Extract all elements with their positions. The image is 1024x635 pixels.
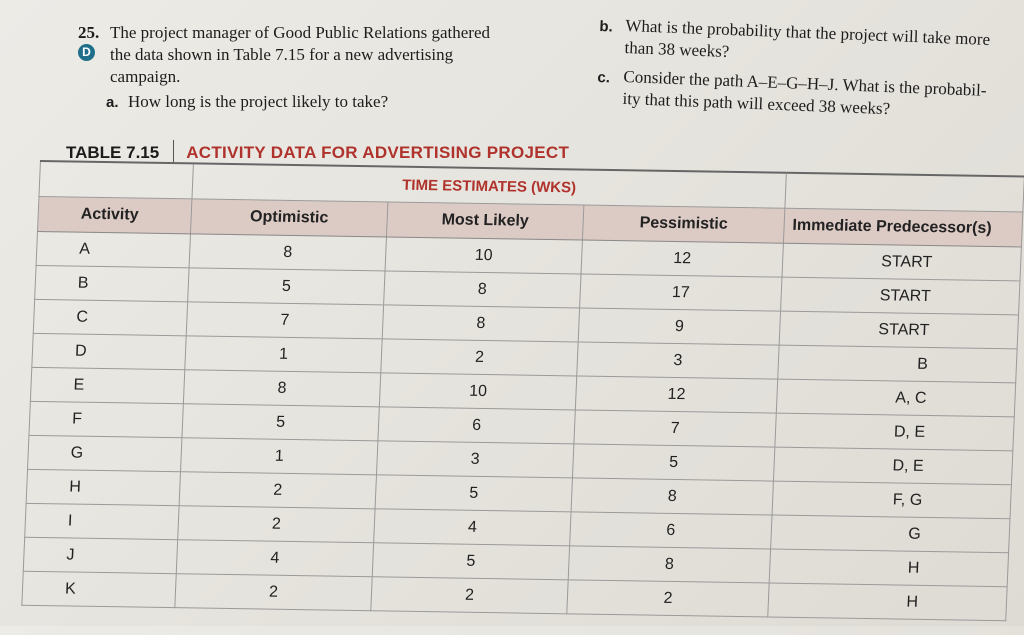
table-caption: TABLE 7.15 ACTIVITY DATA FOR ADVERTISING …: [66, 140, 569, 164]
cell-predecessors: START: [781, 243, 1022, 281]
cell-pessimistic: 5: [572, 443, 775, 482]
cell-activity: B: [34, 265, 190, 302]
cell-most-likely: 6: [377, 406, 576, 444]
cell-most-likely: 10: [385, 236, 583, 275]
cell-activity: I: [24, 503, 180, 540]
part-b-label: b.: [599, 17, 614, 36]
cell-most-likely: 8: [382, 304, 580, 342]
group-header-spacer: [38, 161, 194, 199]
cell-optimistic: 4: [176, 539, 374, 577]
cell-optimistic: 1: [180, 437, 378, 475]
cell-pessimistic: 12: [581, 240, 784, 278]
group-header-spacer-right: [784, 172, 1024, 212]
cell-predecessors: F, G: [772, 481, 1012, 519]
table-number: TABLE 7.15: [66, 143, 160, 162]
problem-line-3: campaign.: [110, 67, 181, 86]
cell-pessimistic: 6: [569, 511, 773, 550]
col-predecessors: Immediate Predecessor(s): [783, 208, 1023, 247]
cell-optimistic: 2: [177, 505, 376, 543]
table-title: ACTIVITY DATA FOR ADVERTISING PROJECT: [186, 143, 570, 162]
cell-predecessors: START: [780, 277, 1020, 315]
cell-optimistic: 2: [179, 471, 377, 509]
cell-activity: A: [36, 231, 191, 268]
cell-optimistic: 5: [187, 267, 386, 305]
cell-most-likely: 3: [376, 440, 574, 478]
cell-pessimistic: 8: [571, 477, 774, 516]
cell-most-likely: 2: [370, 576, 569, 614]
cell-predecessors: D, E: [773, 447, 1013, 485]
cell-predecessors: B: [777, 345, 1018, 383]
cell-predecessors: H: [767, 583, 1008, 621]
activity-data-table: TIME ESTIMATES (WKS) Activity Optimistic…: [21, 160, 1024, 621]
cell-predecessors: START: [779, 311, 1019, 349]
cell-optimistic: 1: [184, 335, 383, 373]
cell-pessimistic: 12: [575, 375, 778, 414]
cell-pessimistic: 8: [568, 545, 771, 584]
cell-optimistic: 2: [174, 573, 373, 611]
cell-most-likely: 5: [375, 474, 573, 512]
cell-optimistic: 8: [183, 369, 381, 407]
cell-most-likely: 5: [372, 542, 570, 580]
cell-pessimistic: 2: [566, 579, 770, 617]
col-pessimistic: Pessimistic: [582, 205, 785, 244]
col-most-likely: Most Likely: [386, 201, 584, 241]
col-activity: Activity: [37, 196, 192, 234]
cell-most-likely: 2: [380, 338, 579, 376]
cell-optimistic: 5: [181, 403, 380, 441]
cell-optimistic: 8: [189, 233, 387, 271]
cell-activity: G: [27, 435, 182, 472]
cell-pessimistic: 7: [573, 409, 777, 448]
activity-table-wrap: TIME ESTIMATES (WKS) Activity Optimistic…: [21, 160, 1024, 635]
problem-25-parts-b-c: b. What is the probability that the proj…: [597, 10, 1024, 118]
cell-activity: C: [33, 299, 188, 336]
problem-line-2: the data shown in Table 7.15 for a new a…: [110, 45, 454, 64]
cell-pessimistic: 9: [578, 307, 781, 346]
difficulty-badge: D: [78, 44, 95, 61]
cell-predecessors: D, E: [774, 413, 1015, 451]
cell-most-likely: 10: [379, 372, 577, 410]
cell-predecessors: A, C: [776, 379, 1016, 417]
cell-predecessors: G: [770, 515, 1010, 553]
part-a-label: a.: [106, 94, 119, 111]
caption-divider: [173, 140, 175, 164]
cell-activity: K: [21, 571, 177, 608]
cell-optimistic: 7: [186, 301, 384, 339]
cell-most-likely: 4: [373, 508, 572, 546]
problem-line-1: The project manager of Good Public Relat…: [110, 23, 491, 42]
cell-most-likely: 8: [383, 270, 582, 308]
cell-predecessors: H: [769, 549, 1009, 587]
cell-activity: J: [23, 537, 178, 574]
part-b-line-2: than 38 weeks?: [624, 37, 730, 61]
col-optimistic: Optimistic: [190, 198, 388, 237]
problem-number: 25.: [78, 23, 100, 42]
cell-activity: F: [28, 401, 184, 438]
cell-pessimistic: 3: [576, 341, 780, 380]
cell-activity: H: [26, 469, 181, 506]
cell-activity: E: [30, 367, 185, 404]
cell-pessimistic: 17: [579, 274, 782, 312]
part-a-question: How long is the project likely to take?: [128, 92, 389, 111]
part-c-label: c.: [597, 68, 611, 87]
cell-activity: D: [31, 333, 187, 370]
